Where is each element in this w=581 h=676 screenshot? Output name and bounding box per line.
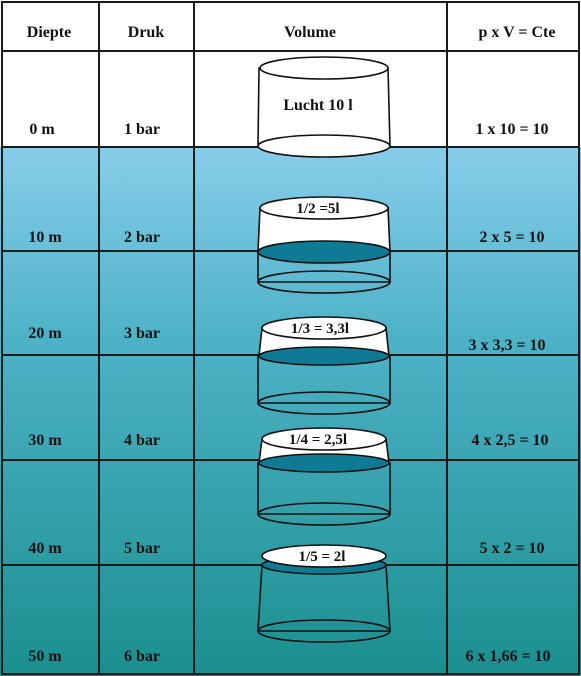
row-0m: 0 m 1 bar 1 x 10 = 10: [29, 121, 548, 138]
bell-water-surface: [258, 453, 390, 473]
header-depth: Diepte: [27, 24, 71, 41]
bell-water-surface: [258, 346, 390, 366]
pressure-label: 4 bar: [124, 432, 160, 449]
bell-0m: Lucht 10 l: [257, 56, 391, 158]
depth-label: 0 m: [29, 121, 55, 138]
formula-label: 5 x 2 = 10: [479, 540, 544, 557]
bell-30m: 1/4 = 2,5l: [257, 427, 391, 526]
formula-label: 1 x 10 = 10: [475, 121, 548, 138]
formula-label: 4 x 2,5 = 10: [471, 432, 548, 449]
header-volume: Volume: [284, 24, 336, 41]
formula-label: 6 x 1,66 = 10: [465, 648, 550, 665]
depth-label: 10 m: [28, 229, 62, 246]
bell-bottom-rim: [257, 391, 391, 415]
bell-40m: 1/5 = 2l: [257, 544, 391, 643]
bell-20m: 1/3 = 3,3l: [257, 316, 391, 415]
pressure-label: 5 bar: [124, 540, 160, 557]
header-formula: p x V = Cte: [479, 24, 556, 41]
bell-bottom-rim: [257, 619, 391, 643]
bell-volume-label: 1/2 =5l: [296, 201, 339, 217]
bell-water-surface: [257, 240, 391, 264]
bell-10m: 1/2 =5l: [257, 196, 391, 294]
bell-top: [261, 544, 387, 568]
pressure-label: 2 bar: [124, 229, 160, 246]
depth-label: 20 m: [28, 325, 62, 342]
row-30m: 30 m 4 bar 4 x 2,5 = 10: [28, 432, 548, 449]
header-pressure: Druk: [128, 24, 165, 41]
header-row: Diepte Druk Volume p x V = Cte: [27, 24, 556, 41]
row-40m: 40 m 5 bar 5 x 2 = 10: [28, 540, 544, 557]
depth-label: 30 m: [28, 432, 62, 449]
row-20m: 20 m 3 bar 3 x 3,3 = 10: [28, 325, 545, 354]
pressure-label: 3 bar: [124, 325, 160, 342]
bell-volume-label: 1/3 = 3,3l: [291, 321, 349, 337]
pressure-label: 1 bar: [124, 121, 160, 138]
bell-volume-label: 1/5 = 2l: [299, 549, 346, 565]
bell-volume-label: Lucht 10 l: [283, 97, 353, 114]
bell-bottom-rim: [257, 270, 391, 294]
bell-bottom-rim: [257, 502, 391, 526]
bell-top: [259, 56, 389, 80]
row-10m: 10 m 2 bar 2 x 5 = 10: [28, 229, 544, 246]
depth-label: 50 m: [28, 648, 62, 665]
formula-label: 3 x 3,3 = 10: [468, 337, 545, 354]
formula-label: 2 x 5 = 10: [479, 229, 544, 246]
bell-top: [261, 316, 387, 340]
bell-top: [261, 427, 387, 451]
depth-label: 40 m: [28, 540, 62, 557]
pressure-label: 6 bar: [124, 648, 160, 665]
bell-top: [259, 196, 389, 220]
row-50m: 50 m 6 bar 6 x 1,66 = 10: [28, 648, 550, 665]
bell-bottom-rim: [257, 134, 391, 158]
bell-volume-label: 1/4 = 2,5l: [289, 432, 347, 448]
